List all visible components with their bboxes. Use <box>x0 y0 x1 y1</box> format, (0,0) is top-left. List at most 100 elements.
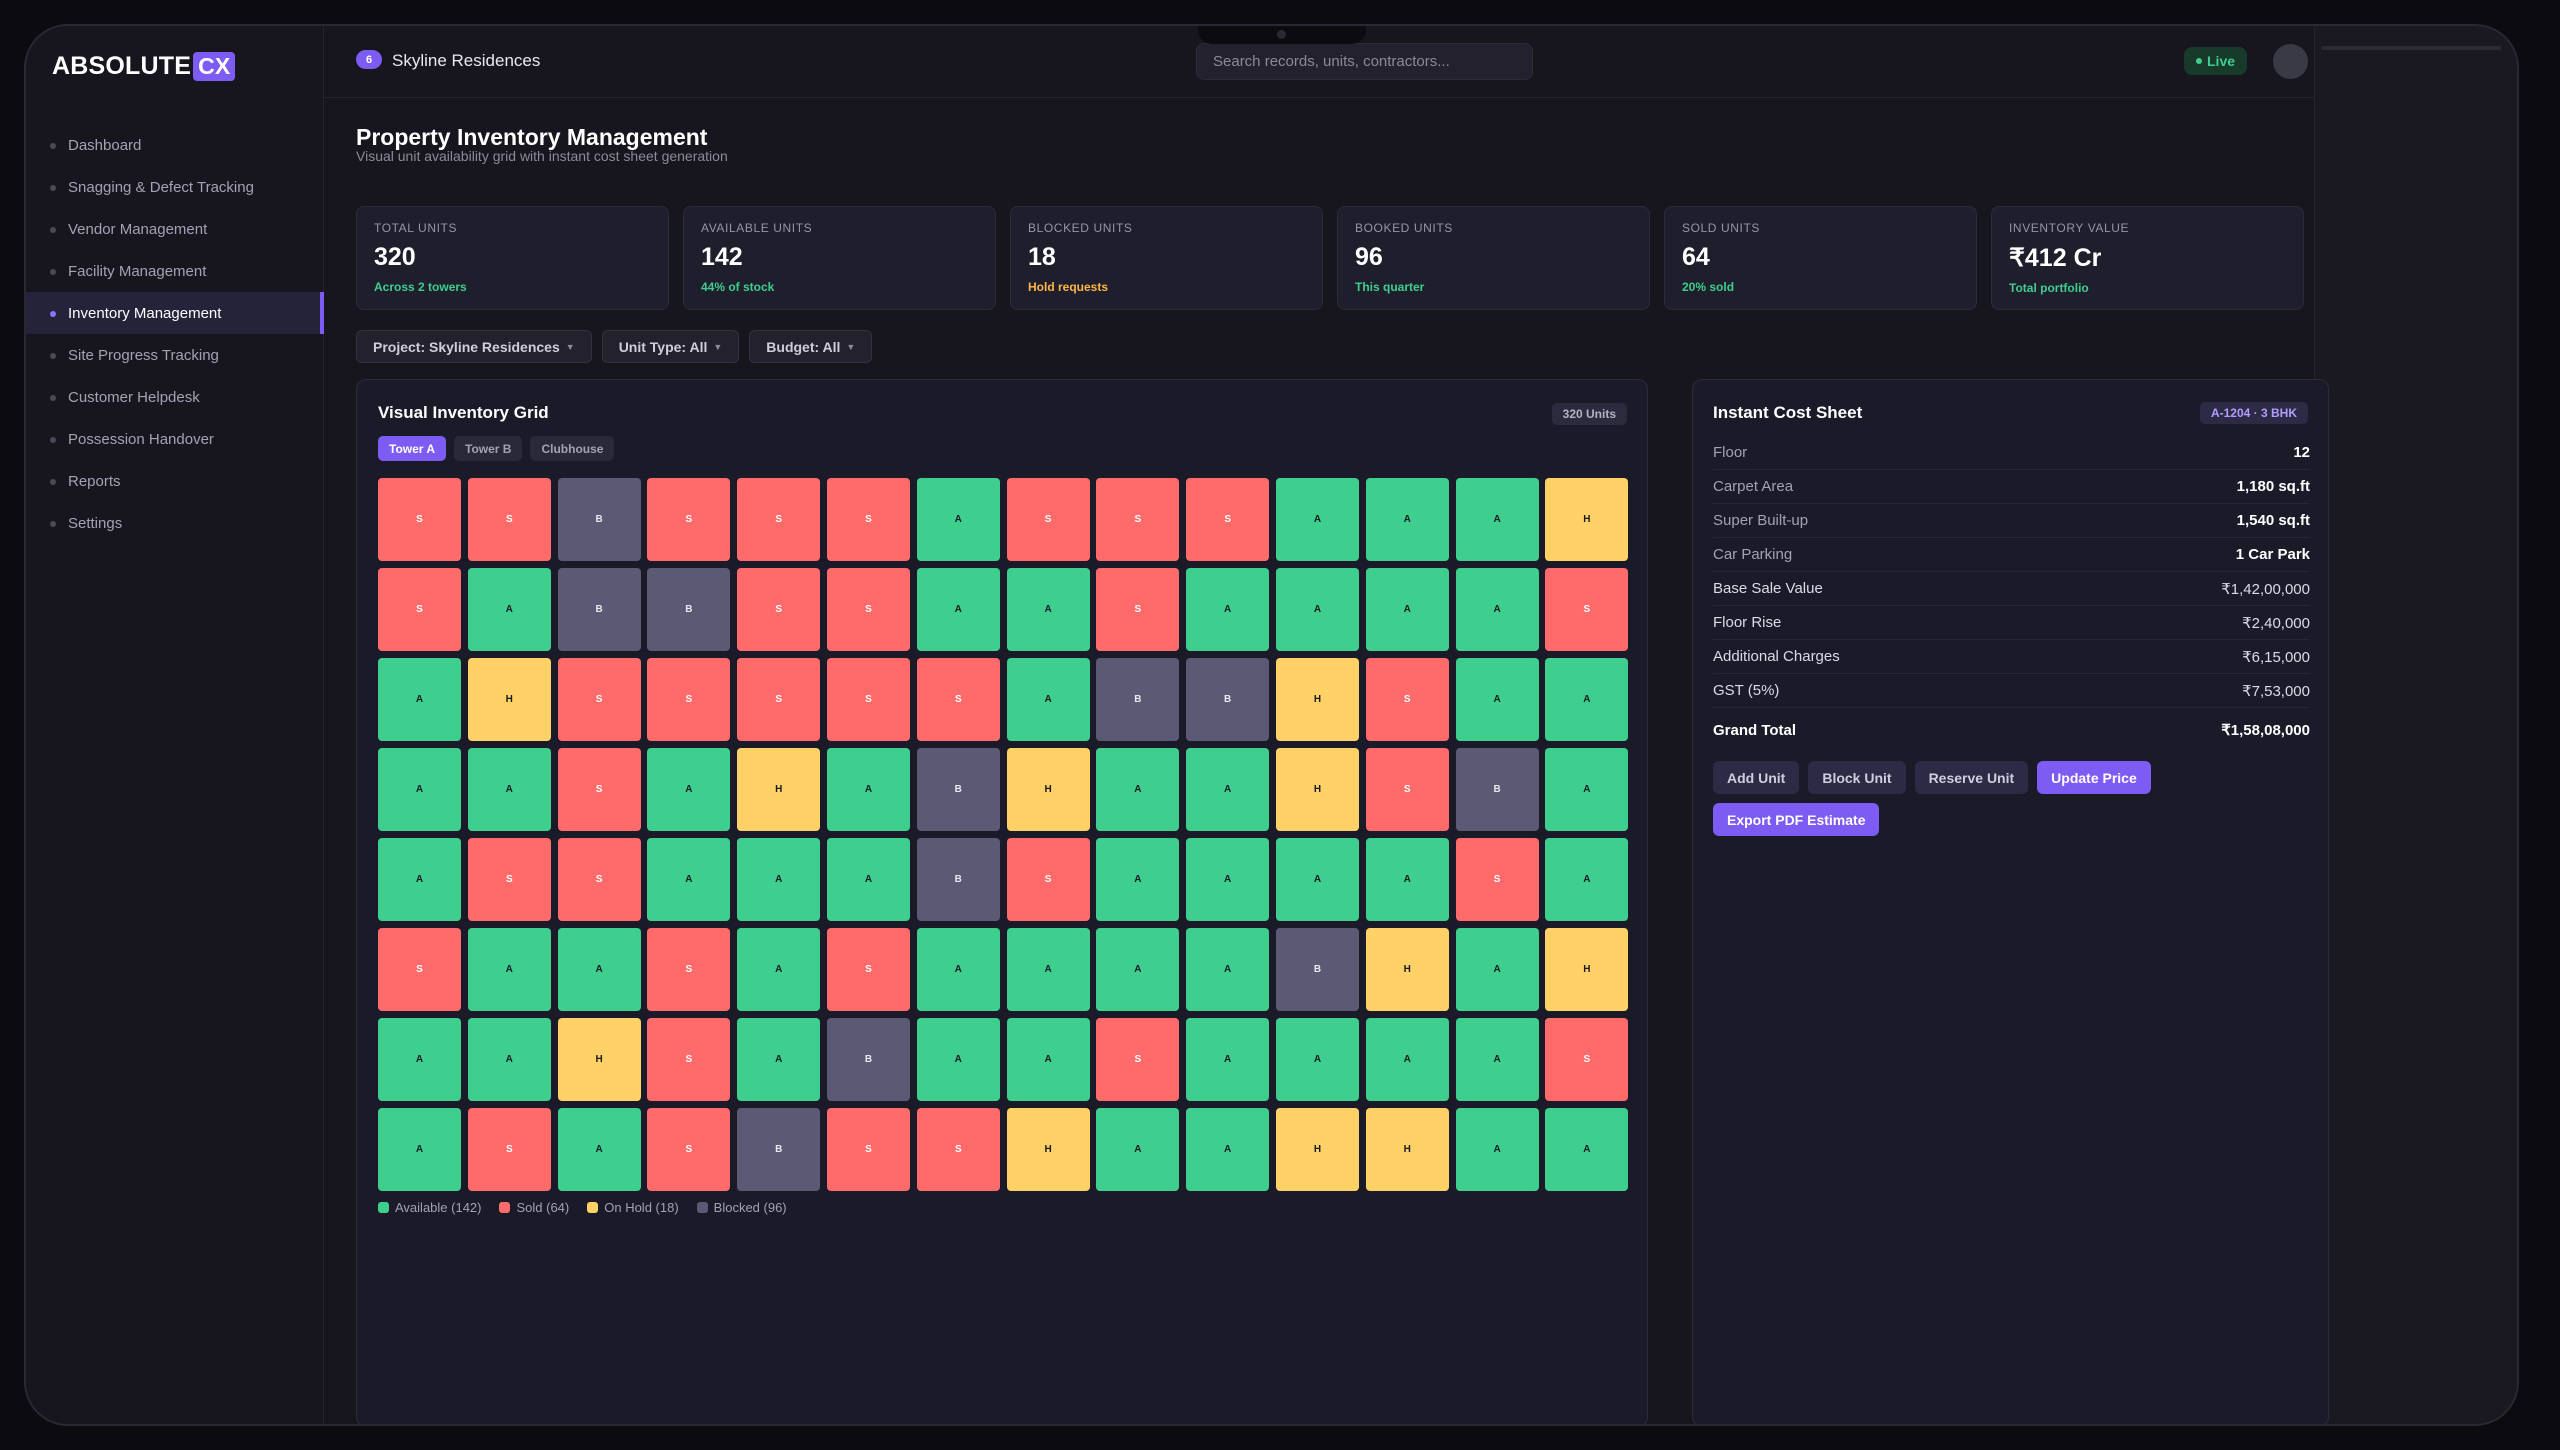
unit-cell[interactable]: A <box>1455 1018 1539 1101</box>
unit-cell[interactable]: B <box>1455 748 1539 831</box>
unit-cell[interactable]: B <box>916 838 1000 921</box>
brand-logo[interactable]: ABSOLUTE CX <box>52 52 236 81</box>
unit-cell[interactable]: H <box>737 748 821 831</box>
unit-cell[interactable]: A <box>737 928 821 1011</box>
unit-cell[interactable]: A <box>1545 1108 1629 1191</box>
unit-cell[interactable]: S <box>647 928 731 1011</box>
unit-cell[interactable]: S <box>737 478 821 561</box>
unit-cell[interactable]: A <box>1455 658 1539 741</box>
unit-cell[interactable]: A <box>1096 838 1180 921</box>
export-pdf-estimate-button[interactable]: Export PDF Estimate <box>1713 803 1880 836</box>
unit-cell[interactable]: S <box>826 928 910 1011</box>
unit-cell[interactable]: S <box>1096 568 1180 651</box>
unit-cell[interactable]: S <box>1096 1018 1180 1101</box>
unit-cell[interactable]: A <box>1096 1108 1180 1191</box>
unit-cell[interactable]: A <box>1365 478 1449 561</box>
unit-cell[interactable]: B <box>737 1108 821 1191</box>
unit-cell[interactable]: A <box>1455 568 1539 651</box>
unit-cell[interactable]: H <box>1365 928 1449 1011</box>
filter-dropdown-1[interactable]: Project: Skyline Residences ▼ <box>356 330 592 363</box>
update-price-button[interactable]: Update Price <box>2037 761 2151 794</box>
unit-cell[interactable]: S <box>1006 838 1090 921</box>
sidebar-item-vendor-management[interactable]: Vendor Management <box>26 208 324 250</box>
sidebar-item-settings[interactable]: Settings <box>26 502 324 544</box>
project-selector[interactable]: Skyline Residences <box>392 51 541 70</box>
unit-cell[interactable]: B <box>557 568 641 651</box>
unit-cell[interactable]: A <box>1545 658 1629 741</box>
unit-cell[interactable]: A <box>1455 1108 1539 1191</box>
tab-clubhouse[interactable]: Clubhouse <box>530 436 615 461</box>
unit-cell[interactable]: A <box>557 928 641 1011</box>
unit-cell[interactable]: S <box>916 1108 1000 1191</box>
tab-tower-b[interactable]: Tower B <box>454 436 523 461</box>
unit-cell[interactable]: S <box>1455 838 1539 921</box>
unit-cell[interactable]: A <box>378 1108 461 1191</box>
unit-cell[interactable]: S <box>378 568 461 651</box>
unit-cell[interactable]: S <box>467 838 551 921</box>
filter-dropdown-3[interactable]: Budget: All ▼ <box>749 330 873 363</box>
sidebar-item-inventory-management[interactable]: Inventory Management <box>26 292 324 334</box>
unit-cell[interactable]: S <box>737 658 821 741</box>
unit-cell[interactable]: A <box>467 928 551 1011</box>
unit-cell[interactable]: B <box>1186 658 1270 741</box>
unit-cell[interactable]: B <box>916 748 1000 831</box>
unit-cell[interactable]: H <box>1275 1108 1359 1191</box>
unit-cell[interactable]: A <box>647 838 731 921</box>
unit-cell[interactable]: A <box>916 478 1000 561</box>
unit-cell[interactable]: A <box>1186 1018 1270 1101</box>
unit-cell[interactable]: S <box>1545 1018 1629 1101</box>
unit-cell[interactable]: A <box>826 838 910 921</box>
unit-cell[interactable]: A <box>378 658 461 741</box>
search-input[interactable] <box>1196 43 1533 80</box>
unit-cell[interactable]: A <box>1545 748 1629 831</box>
unit-cell[interactable]: A <box>916 568 1000 651</box>
filter-dropdown-2[interactable]: Unit Type: All ▼ <box>601 330 740 363</box>
sidebar-item-snagging-defect-tracking[interactable]: Snagging & Defect Tracking <box>26 166 324 208</box>
unit-cell[interactable]: S <box>1186 478 1270 561</box>
unit-cell[interactable]: S <box>826 568 910 651</box>
unit-cell[interactable]: A <box>1365 1018 1449 1101</box>
unit-cell[interactable]: A <box>1186 748 1270 831</box>
unit-cell[interactable]: S <box>557 838 641 921</box>
unit-cell[interactable]: A <box>467 568 551 651</box>
unit-cell[interactable]: A <box>467 748 551 831</box>
unit-cell[interactable]: S <box>378 928 461 1011</box>
unit-cell[interactable]: A <box>1545 838 1629 921</box>
unit-cell[interactable]: A <box>1006 928 1090 1011</box>
unit-cell[interactable]: A <box>737 838 821 921</box>
unit-cell[interactable]: S <box>826 658 910 741</box>
unit-cell[interactable]: A <box>1186 928 1270 1011</box>
tab-tower-a[interactable]: Tower A <box>378 436 447 461</box>
unit-cell[interactable]: A <box>647 748 731 831</box>
sidebar-item-dashboard[interactable]: Dashboard <box>26 124 324 166</box>
add-unit-button[interactable]: Add Unit <box>1713 761 1800 794</box>
unit-cell[interactable]: H <box>1275 658 1359 741</box>
unit-cell[interactable]: A <box>1275 568 1359 651</box>
unit-cell[interactable]: H <box>557 1018 641 1101</box>
unit-cell[interactable]: S <box>557 748 641 831</box>
unit-cell[interactable]: S <box>1365 748 1449 831</box>
unit-cell[interactable]: A <box>1186 568 1270 651</box>
unit-cell[interactable]: A <box>1365 838 1449 921</box>
unit-cell[interactable]: A <box>1096 928 1180 1011</box>
unit-cell[interactable]: S <box>467 1108 551 1191</box>
sidebar-item-facility-management[interactable]: Facility Management <box>26 250 324 292</box>
unit-cell[interactable]: A <box>1186 838 1270 921</box>
unit-cell[interactable]: H <box>1275 748 1359 831</box>
unit-cell[interactable]: A <box>378 748 461 831</box>
unit-cell[interactable]: S <box>916 658 1000 741</box>
sidebar-item-reports[interactable]: Reports <box>26 460 324 502</box>
unit-cell[interactable]: A <box>1275 478 1359 561</box>
unit-cell[interactable]: A <box>1275 1018 1359 1101</box>
unit-cell[interactable]: A <box>557 1108 641 1191</box>
unit-cell[interactable]: A <box>1275 838 1359 921</box>
unit-cell[interactable]: S <box>557 658 641 741</box>
unit-cell[interactable]: A <box>916 1018 1000 1101</box>
unit-cell[interactable]: S <box>1365 658 1449 741</box>
unit-cell[interactable]: H <box>1545 478 1629 561</box>
unit-cell[interactable]: A <box>378 838 461 921</box>
unit-cell[interactable]: A <box>1365 568 1449 651</box>
unit-cell[interactable]: H <box>1006 748 1090 831</box>
unit-cell[interactable]: A <box>737 1018 821 1101</box>
unit-cell[interactable]: A <box>467 1018 551 1101</box>
